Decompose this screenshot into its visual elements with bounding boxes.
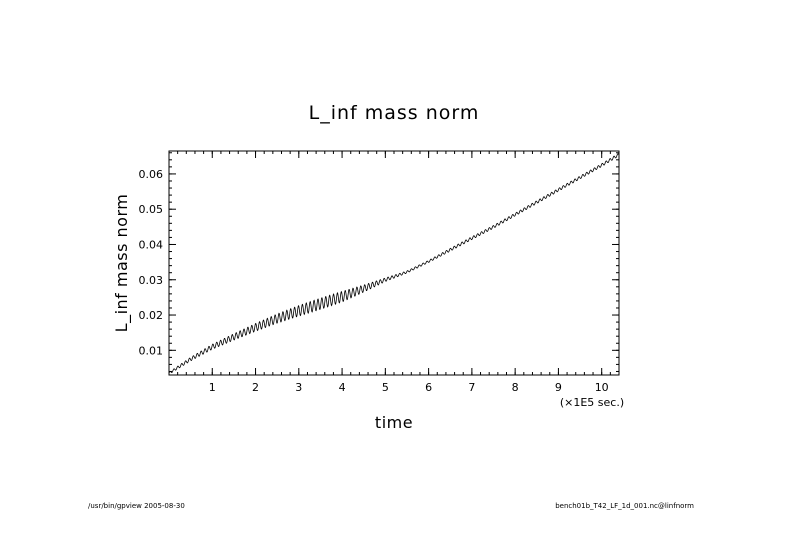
plot-frame [168,150,620,376]
series-line-0 [168,153,620,374]
y-tick-label: 0.05 [139,203,164,216]
x-tick-label: 9 [555,381,562,394]
x-tick-label: 4 [339,381,346,394]
footer-left: /usr/bin/gpview 2005-08-30 [88,502,185,510]
footer-right: bench01b_T42_LF_1d_001.nc@linfnorm [555,502,694,510]
chart-title: L_inf mass norm [309,102,480,124]
x-tick-label: 1 [209,381,216,394]
y-tick-label: 0.03 [139,274,164,287]
x-tick-label: 7 [468,381,475,394]
x-tick-label: 2 [252,381,259,394]
x-tick-label: 10 [595,381,609,394]
x-tick-label: 8 [512,381,519,394]
x-tick-label: 5 [382,381,389,394]
x-tick-label: 3 [295,381,302,394]
x-tick-label: 6 [425,381,432,394]
plot-area: 1 2 3 4 5 6 7 8 9 10 0.01 0.02 0.03 0.04 0.05 0.06 [139,150,620,394]
y-tick-label: 0.01 [139,344,164,357]
y-tick-label: 0.04 [139,238,164,251]
y-tick-label: 0.06 [139,168,164,181]
x-axis-label: time [375,413,413,432]
x-unit-label: (×1E5 sec.) [560,396,624,409]
y-axis-label: L_inf mass norm [112,194,132,333]
y-tick-label: 0.02 [139,309,164,322]
